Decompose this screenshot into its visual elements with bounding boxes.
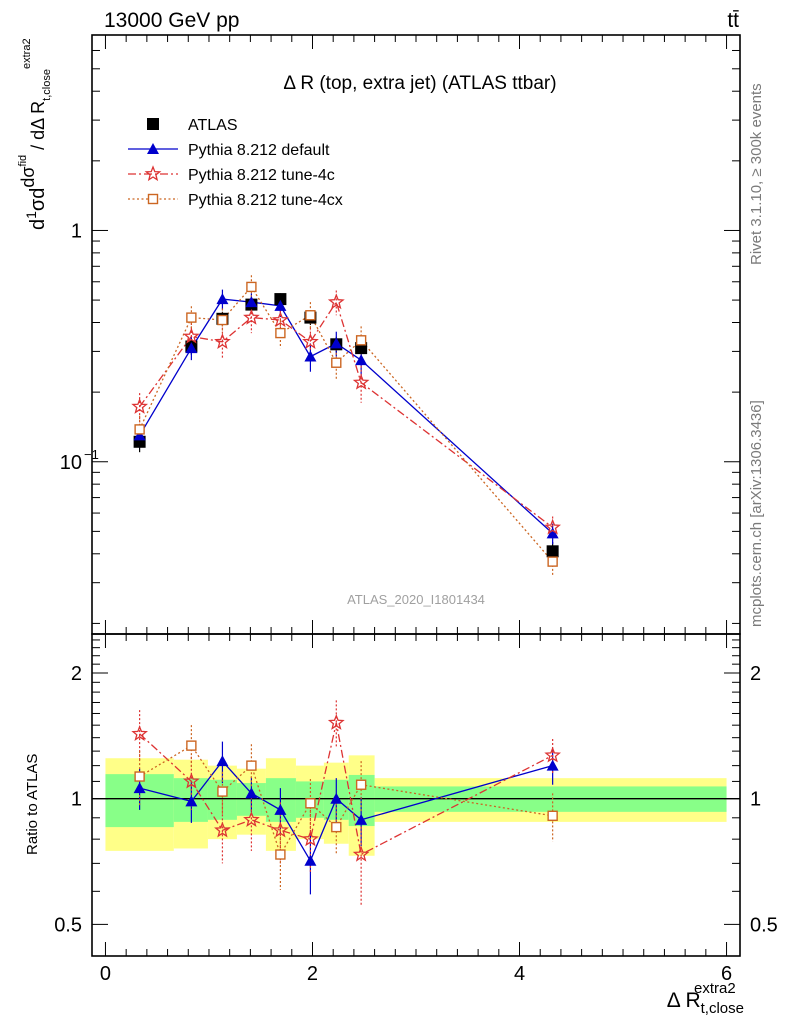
tune-4cx-point	[547, 810, 558, 821]
tune-4cx-point	[305, 310, 316, 321]
tune-4cx-point	[147, 193, 159, 205]
legend-label: Pythia 8.212 tune-4cx	[188, 192, 343, 209]
y-tick-label: 1	[71, 789, 82, 811]
x-tick-label: 4	[514, 963, 525, 985]
tune-4c-point	[352, 845, 370, 862]
atlas-data-point	[274, 293, 287, 306]
y-tick-label: 2	[750, 663, 761, 685]
y-tick-label: 0.5	[54, 914, 82, 936]
default-point	[216, 293, 229, 305]
tune-4cx-point	[134, 771, 145, 782]
tune-4c-point	[327, 293, 345, 310]
plot-title: Δ R (top, extra jet) (ATLAS ttbar)	[283, 73, 556, 94]
atlas-data-point	[546, 545, 559, 558]
tune-4cx-point	[186, 740, 197, 751]
tune-4c-point	[327, 714, 345, 730]
default-point	[304, 350, 317, 362]
tune-4cx-point	[547, 556, 558, 567]
tune-4c-point	[144, 165, 162, 182]
x-tick-label: 0	[100, 963, 111, 985]
default-point	[355, 813, 368, 825]
tune-4cx-point	[275, 327, 286, 339]
series-line	[139, 298, 554, 534]
legend: ATLAS Pythia 8.212 default Pythia 8.212 tu…	[128, 117, 343, 209]
ratio-y-axis-label: Ratio to ATLAS	[24, 754, 41, 855]
tune-4c-point	[243, 811, 260, 827]
tune-4c-point	[544, 518, 561, 535]
main-y-axis-label: d1σddσfid / dΔ Rt,closeextra2	[17, 38, 53, 230]
tune-4c-point	[214, 332, 231, 349]
default-point	[147, 143, 159, 154]
tune-4c-point	[182, 772, 200, 789]
data-markers	[131, 281, 561, 866]
tune-4c-point	[131, 397, 149, 414]
default-point	[185, 795, 198, 807]
source-label: mcplots.cern.ch [arXiv:1306.3436]	[748, 400, 765, 627]
legend-label: Pythia 8.212 default	[188, 142, 330, 159]
tune-4cx-point	[186, 312, 197, 323]
tune-4cx-point	[275, 849, 286, 860]
default-point	[355, 354, 368, 366]
default-point	[330, 337, 343, 349]
default-point	[274, 803, 287, 815]
y-tick-label: 1	[750, 789, 761, 811]
tune-4cx-point	[355, 335, 367, 346]
tune-4cx-point	[134, 424, 145, 435]
tune-4c-point	[302, 830, 319, 847]
tune-4cx-point	[331, 357, 342, 368]
default-point	[133, 782, 146, 794]
tune-4cx-point	[331, 821, 342, 833]
default-point	[185, 342, 198, 354]
tune-4c-point	[243, 308, 260, 325]
svg-text:d1σddσfid / dΔ Rt,closeextra2: d1σddσfid / dΔ Rt,closeextra2	[17, 38, 53, 230]
tune-4c-point	[271, 311, 289, 328]
tune-4c-point	[271, 821, 289, 838]
default-point	[274, 299, 287, 311]
default-point	[330, 792, 343, 804]
tune-4cx-point	[355, 779, 367, 790]
rivet-label: Rivet 3.1.10, ≥ 300k events	[748, 83, 765, 265]
x-tick-label: 2	[307, 963, 318, 985]
default-point	[245, 296, 258, 308]
tune-4cx-point	[305, 798, 316, 809]
x-axis-label: Δ Rt,closeextra2	[667, 980, 744, 1017]
series-line	[139, 300, 553, 528]
y-tick-label-exponent: −1	[84, 447, 99, 462]
y-tick-label: 0.5	[750, 914, 778, 936]
y-tick-label: 2	[71, 663, 82, 685]
legend-label: ATLAS	[188, 117, 238, 134]
process-label: tt̄	[727, 9, 739, 32]
tune-4cx-point	[246, 281, 257, 293]
default-point	[245, 787, 258, 799]
tune-4c-point	[131, 724, 148, 741]
tune-4c-point	[544, 746, 561, 763]
default-point	[216, 755, 229, 767]
default-point	[546, 527, 559, 539]
tune-4c-point	[352, 373, 370, 390]
energy-label: 13000 GeV pp	[104, 9, 239, 32]
atlas-data-point	[147, 118, 159, 130]
y-tick-label: 1	[71, 220, 82, 242]
y-tick-label: 10	[60, 452, 82, 474]
legend-label: Pythia 8.212 tune-4c	[188, 167, 335, 184]
tune-4c-point	[214, 821, 231, 838]
tune-4cx-point	[246, 760, 257, 771]
tune-4cx-point	[217, 314, 228, 326]
tune-4c-point	[302, 332, 319, 349]
default-point	[304, 854, 317, 866]
default-point	[133, 429, 146, 441]
x-tick-label: 6	[721, 963, 732, 985]
default-point	[546, 759, 559, 771]
tune-4c-point	[182, 327, 200, 344]
tune-4cx-point	[217, 786, 228, 797]
axis-ticks: 0 2 4 6 10 −1 1 0.5 0.5 1 1 2 2	[54, 34, 778, 985]
series-line	[139, 285, 554, 563]
analysis-tag: ATLAS_2020_I1801434	[347, 592, 485, 607]
